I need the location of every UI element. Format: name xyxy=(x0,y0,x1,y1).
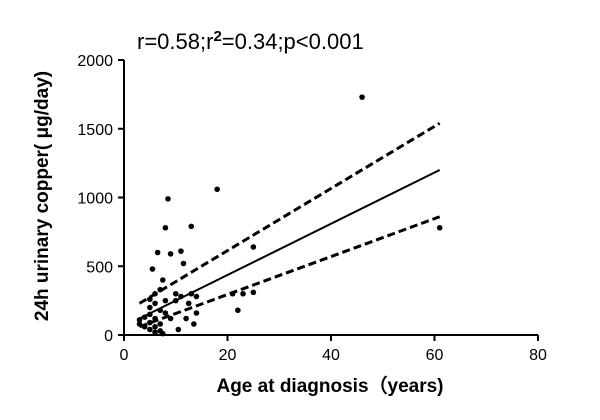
stats-prefix: r=0.58;r xyxy=(137,29,213,54)
data-point xyxy=(172,290,179,297)
stats-annotation: r=0.58;r2=0.34;p<0.001 xyxy=(137,28,364,54)
data-point xyxy=(436,224,443,231)
data-point xyxy=(229,290,236,297)
data-point xyxy=(167,251,174,257)
data-point xyxy=(147,296,153,303)
data-point xyxy=(162,310,169,316)
data-point xyxy=(149,266,156,272)
data-point xyxy=(240,290,246,297)
x-tick-label: 20 xyxy=(219,347,237,364)
y-tick-label: 1000 xyxy=(77,191,113,208)
data-point xyxy=(141,314,148,320)
x-tick-label: 0 xyxy=(120,347,129,364)
data-point xyxy=(152,315,158,322)
data-point xyxy=(147,326,153,333)
data-point xyxy=(147,304,153,311)
data-point xyxy=(147,319,153,326)
data-point xyxy=(147,311,153,318)
x-axis: 0 20 40 60 80 xyxy=(120,334,547,364)
y-tick-label: 0 xyxy=(104,328,113,345)
x-axis-title: Age at diagnosis（years) xyxy=(216,374,443,397)
data-point xyxy=(214,186,220,193)
data-point xyxy=(157,286,164,293)
data-point xyxy=(193,293,200,300)
data-point xyxy=(183,315,189,322)
data-point xyxy=(141,323,148,330)
data-point xyxy=(160,277,166,283)
stats-suffix: =0.34;p<0.001 xyxy=(222,29,364,54)
data-point xyxy=(154,249,161,256)
y-axis-title: 24h urinary copper( μg/day) xyxy=(32,71,53,321)
data-point xyxy=(180,260,187,267)
x-tick-label: 60 xyxy=(426,347,444,364)
data-point xyxy=(162,224,169,231)
y-tick-label: 500 xyxy=(86,259,113,276)
data-point xyxy=(152,300,158,307)
data-point xyxy=(185,300,192,307)
data-point xyxy=(152,290,158,297)
data-point xyxy=(235,307,241,314)
data-point xyxy=(191,321,197,327)
data-point xyxy=(172,297,179,304)
data-point xyxy=(193,310,200,316)
data-point xyxy=(162,297,169,304)
regression-line xyxy=(139,169,441,320)
data-point xyxy=(167,315,174,322)
data-point xyxy=(136,321,143,327)
stats-superscript: 2 xyxy=(213,28,221,45)
data-point xyxy=(359,94,365,100)
data-point xyxy=(157,307,164,314)
y-tick-label: 1500 xyxy=(77,122,113,139)
plot-area xyxy=(136,94,443,337)
x-tick-label: 40 xyxy=(322,347,340,364)
data-point xyxy=(152,323,158,330)
ci-upper-line xyxy=(138,121,441,305)
x-tick-label: 80 xyxy=(529,347,547,364)
data-point xyxy=(152,329,158,336)
data-point xyxy=(188,223,195,230)
y-tick-label: 2000 xyxy=(77,53,113,70)
data-point xyxy=(165,196,171,202)
data-point xyxy=(250,289,257,296)
ci-lower-line xyxy=(139,215,441,329)
data-point xyxy=(175,326,182,333)
data-point xyxy=(136,317,143,323)
y-axis: 0 500 1000 1500 2000 xyxy=(77,53,125,345)
data-point xyxy=(178,248,184,254)
data-point xyxy=(178,293,184,300)
data-point xyxy=(250,244,257,250)
data-point xyxy=(157,321,164,327)
data-point xyxy=(188,290,195,297)
